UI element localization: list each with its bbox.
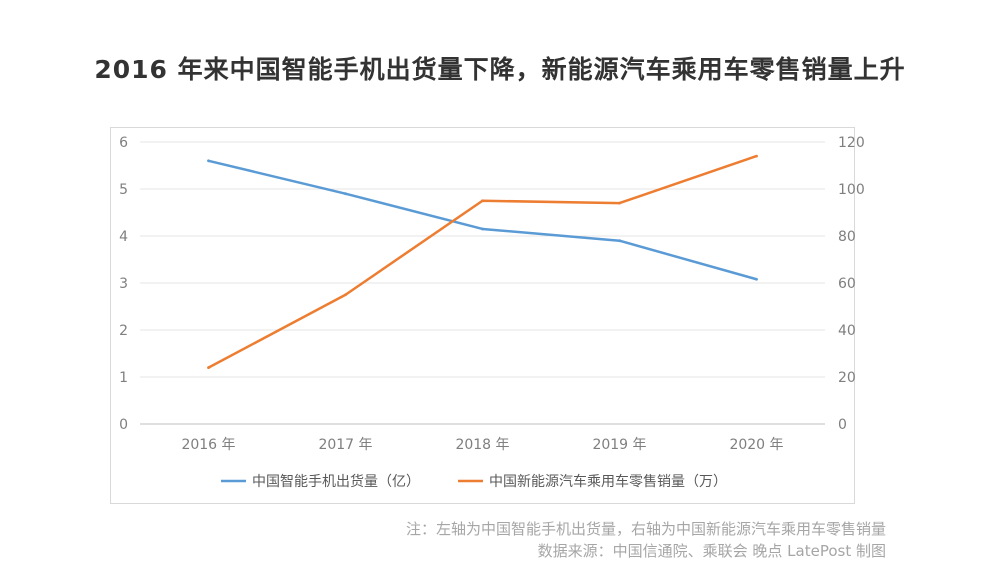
y-left-tick-label: 4 xyxy=(119,229,128,245)
source-note: 数据来源：中国信通院、乘联会 晚点 LatePost 制图 xyxy=(537,542,886,560)
data-point xyxy=(481,227,484,231)
y-left-tick-label: 2 xyxy=(119,323,128,339)
y-left-tick-label: 3 xyxy=(119,276,128,292)
y-right-tick-label: 100 xyxy=(838,182,865,198)
y-right-tick-label: 20 xyxy=(838,370,856,386)
chart-title: 2016 年来中国智能手机出货量下降，新能源汽车乘用车零售销量上升 xyxy=(94,55,906,84)
data-point xyxy=(207,366,210,369)
data-point xyxy=(344,192,347,196)
axis-note: 注：左轴为中国智能手机出货量，右轴为中国新能源汽车乘用车零售销量 xyxy=(405,520,886,538)
series-line-2 xyxy=(207,154,757,369)
data-point xyxy=(755,154,758,158)
y-right-tick-label: 60 xyxy=(838,276,856,292)
y-right-tick-label: 0 xyxy=(838,417,847,433)
y-left-tick-label: 1 xyxy=(119,370,128,386)
data-point xyxy=(618,239,621,243)
chart-frame xyxy=(110,127,855,504)
x-tick-label: 2020 年 xyxy=(729,437,783,453)
data-point xyxy=(344,293,347,297)
x-tick-label: 2018 年 xyxy=(455,437,509,453)
data-point xyxy=(618,201,621,205)
y-right-tick-label: 80 xyxy=(838,229,856,245)
y-left-tick-label: 0 xyxy=(119,417,128,433)
legend-label: 中国智能手机出货量（亿） xyxy=(252,473,420,490)
x-tick-label: 2017 年 xyxy=(318,437,372,453)
x-tick-label: 2016 年 xyxy=(181,437,235,453)
data-point xyxy=(207,159,210,163)
y-left-tick-label: 6 xyxy=(119,135,128,151)
legend-label: 中国新能源汽车乘用车零售销量（万） xyxy=(489,473,727,490)
data-point xyxy=(755,277,758,281)
x-tick-label: 2019 年 xyxy=(592,437,646,453)
y-right-tick-label: 40 xyxy=(838,323,856,339)
y-right-tick-label: 120 xyxy=(838,135,865,151)
y-left-tick-label: 5 xyxy=(119,182,128,198)
data-point xyxy=(481,199,484,203)
series-line-1 xyxy=(208,159,757,281)
